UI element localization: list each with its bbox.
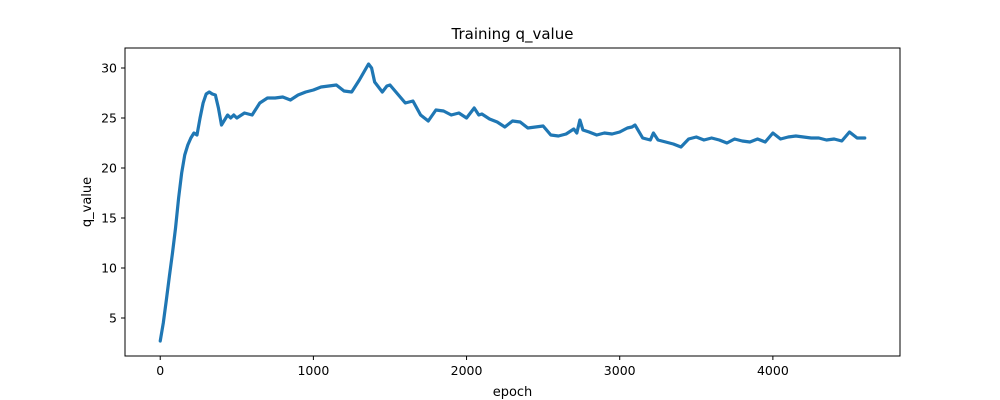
chart-title: Training q_value: [451, 25, 574, 44]
y-axis: 5 10 15 20 25 30: [101, 61, 125, 326]
y-axis-label: q_value: [80, 177, 95, 227]
y-tick-label: 30: [101, 61, 117, 76]
series-line-0: [158, 62, 867, 343]
y-tick-label: 15: [101, 211, 117, 226]
x-axis-label: epoch: [493, 385, 533, 400]
plot-frame: [124, 47, 901, 357]
y-tick-label: 20: [101, 161, 117, 176]
x-tick-label: 1000: [297, 363, 329, 378]
x-tick-label: 4000: [757, 363, 789, 378]
x-tick-label: 2000: [451, 363, 483, 378]
y-tick-label: 5: [109, 311, 117, 326]
x-tick-label: 0: [156, 363, 164, 378]
x-tick-label: 3000: [604, 363, 636, 378]
y-tick-label: 10: [101, 261, 117, 276]
x-axis: 0 1000 2000 3000 4000: [156, 356, 789, 378]
y-tick-label: 25: [101, 111, 117, 126]
plot-area: [158, 62, 867, 343]
